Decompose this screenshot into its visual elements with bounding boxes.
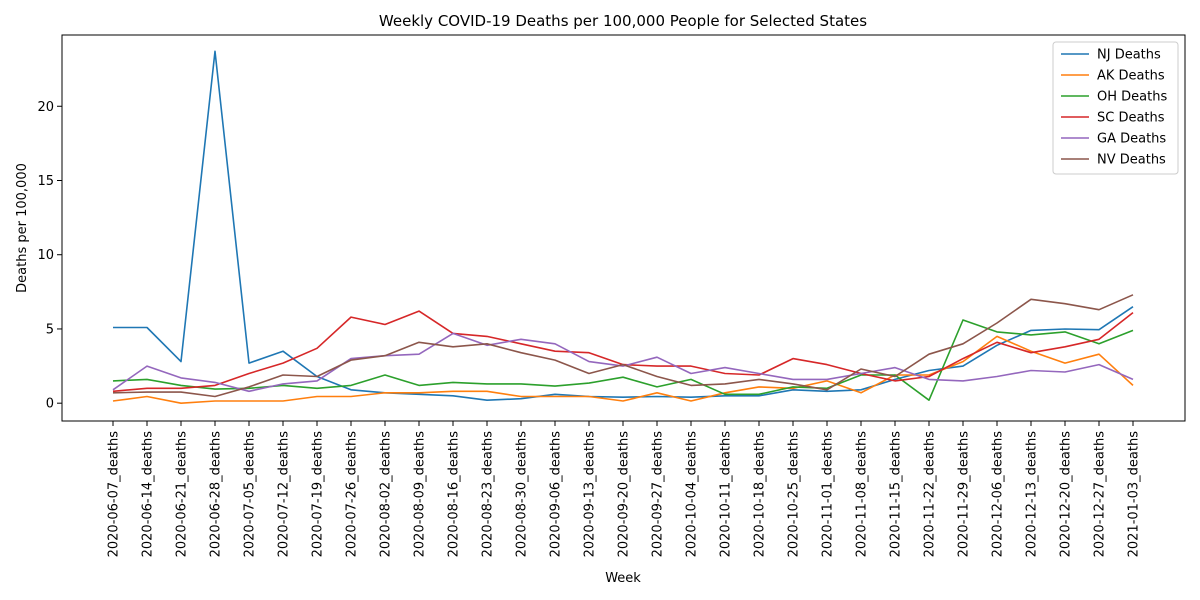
legend-label: NV Deaths [1097, 153, 1166, 168]
x-tick-label: 2020-06-14_deaths [141, 431, 156, 558]
legend-label: AK Deaths [1097, 69, 1165, 84]
x-tick-label: 2020-12-20_deaths [1059, 431, 1074, 558]
x-tick-label: 2020-10-04_deaths [685, 431, 700, 558]
y-axis: 0 5 10 15 20 [37, 100, 62, 412]
x-tick-label: 2020-09-20_deaths [617, 431, 632, 558]
x-tick-label: 2020-09-06_deaths [549, 431, 564, 558]
x-tick-label: 2020-06-07_deaths [107, 431, 122, 558]
legend-label: GA Deaths [1097, 132, 1166, 147]
x-tick-label: 2020-07-19_deaths [311, 431, 326, 558]
x-tick-label: 2020-11-29_deaths [957, 431, 972, 558]
x-tick-label: 2020-06-21_deaths [175, 431, 190, 558]
y-tick-label: 15 [37, 174, 54, 189]
x-tick-label: 2020-11-15_deaths [889, 431, 904, 558]
x-tick-label: 2020-08-09_deaths [413, 431, 428, 558]
x-tick-label: 2020-12-06_deaths [991, 431, 1006, 558]
x-tick-label: 2020-07-26_deaths [345, 431, 360, 558]
series-line-ga [112, 332, 1134, 393]
x-tick-label: 2020-07-05_deaths [243, 431, 258, 558]
x-tick-label: 2020-08-02_deaths [379, 431, 394, 558]
x-tick-label: 2020-09-27_deaths [651, 431, 666, 558]
legend: NJ Deaths AK Deaths OH Deaths SC Deaths GA D… [1052, 41, 1179, 175]
series-line-nv [112, 294, 1134, 398]
x-tick-label: 2020-07-12_deaths [277, 431, 292, 558]
legend-label: OH Deaths [1097, 90, 1167, 105]
x-tick-label: 2020-11-01_deaths [821, 431, 836, 558]
x-axis: 2020-06-07_deaths 2020-06-14_deaths 2020-0… [107, 421, 1142, 557]
plot-area-frame [61, 34, 1186, 422]
legend-label: NJ Deaths [1097, 48, 1161, 63]
x-tick-label: 2020-10-11_deaths [719, 431, 734, 558]
chart-title: Weekly COVID-19 Deaths per 100,000 Peopl… [379, 12, 867, 30]
y-tick-label: 5 [46, 322, 54, 337]
y-tick-label: 10 [37, 248, 54, 263]
legend-label: SC Deaths [1097, 111, 1165, 126]
series-line-oh [112, 319, 1134, 402]
x-tick-label: 2020-06-28_deaths [209, 431, 224, 558]
series-line-nj [113, 50, 1134, 402]
series-line-ak [112, 335, 1134, 405]
x-axis-title: Week [605, 571, 641, 586]
series-lines [112, 50, 1134, 405]
x-tick-label: 2020-11-08_deaths [855, 431, 870, 558]
x-tick-label: 2020-08-30_deaths [515, 431, 530, 558]
x-tick-label: 2020-11-22_deaths [923, 431, 938, 558]
x-tick-label: 2020-08-23_deaths [481, 431, 496, 558]
y-axis-title: Deaths per 100,000 [15, 163, 30, 293]
x-tick-label: 2020-10-25_deaths [787, 431, 802, 558]
x-tick-label: 2020-09-13_deaths [583, 431, 598, 558]
y-tick-label: 0 [46, 397, 54, 412]
x-tick-label: 2020-10-18_deaths [753, 431, 768, 558]
y-tick-label: 20 [37, 100, 54, 115]
x-tick-label: 2020-08-16_deaths [447, 431, 462, 558]
x-tick-label: 2021-01-03_deaths [1127, 431, 1142, 558]
x-tick-label: 2020-12-13_deaths [1025, 431, 1040, 558]
x-tick-label: 2020-12-27_deaths [1093, 431, 1108, 558]
